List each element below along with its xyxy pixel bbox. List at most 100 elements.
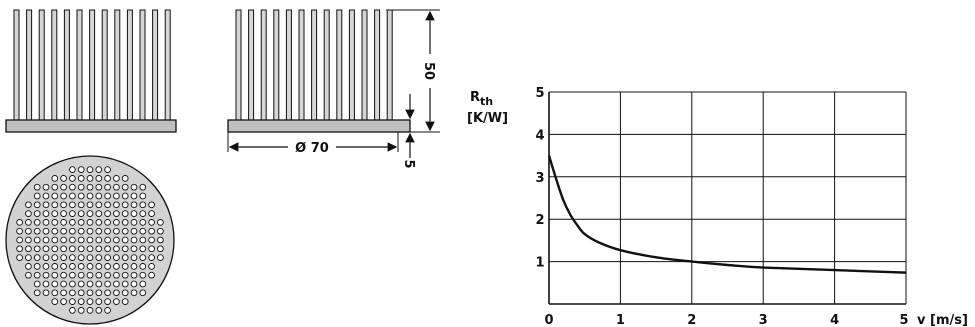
pin-hole — [95, 183, 103, 191]
pin-hole — [86, 227, 94, 235]
pin-hole — [113, 219, 120, 226]
pin-hole — [42, 254, 50, 261]
pin-hole — [113, 280, 120, 288]
pin-hole — [51, 271, 59, 279]
pin-hole — [77, 210, 85, 217]
pin-hole — [86, 245, 94, 253]
pin-hole — [60, 298, 67, 305]
pin-hole — [139, 219, 147, 226]
pin-hole — [16, 236, 23, 244]
pin-hole — [121, 219, 129, 226]
pin-fin — [63, 9, 70, 121]
heatsink-base-left — [5, 119, 177, 133]
pin-hole — [104, 245, 111, 253]
pin-fin — [386, 9, 393, 121]
pin-hole — [139, 236, 147, 244]
pin-hole — [77, 201, 85, 209]
pin-hole — [157, 227, 164, 235]
pin-hole — [148, 210, 155, 217]
pin-hole — [77, 245, 85, 253]
pin-hole — [104, 307, 111, 314]
pin-hole — [121, 192, 129, 200]
pin-fin — [76, 9, 83, 121]
x-tick-labels: 0 1 2 3 4 — [544, 313, 839, 327]
pin-hole — [77, 166, 85, 173]
pin-hole — [51, 219, 59, 226]
pin-hole — [25, 219, 32, 226]
pin-fin — [38, 9, 45, 121]
pin-hole — [113, 245, 120, 253]
pin-hole — [33, 192, 41, 200]
pin-hole — [113, 298, 120, 305]
x-tick-label: 3 — [759, 313, 768, 327]
pin-hole — [139, 227, 147, 235]
pin-hole — [69, 271, 76, 279]
pin-hole — [69, 298, 76, 305]
pin-hole — [121, 271, 129, 279]
pin-hole — [51, 298, 59, 305]
pin-fins-left — [13, 9, 171, 121]
pin-hole — [95, 227, 103, 235]
pin-hole — [86, 280, 94, 288]
y-axis-unit: [K/W] — [467, 111, 508, 126]
pin-hole — [139, 192, 147, 200]
pin-hole — [51, 236, 59, 244]
pin-hole — [77, 183, 85, 191]
pin-hole — [104, 227, 111, 235]
pin-hole — [104, 254, 111, 261]
y-axis-label-sub: th — [480, 95, 493, 108]
pin-hole — [51, 263, 59, 270]
pin-hole — [130, 227, 138, 235]
y-tick-label: 1 — [535, 256, 544, 271]
pin-hole — [33, 271, 41, 279]
pin-hole — [33, 219, 41, 226]
pin-hole — [95, 210, 103, 217]
pin-hole — [148, 227, 155, 235]
pin-hole — [157, 219, 164, 226]
y-tick-label: 5 — [535, 86, 544, 101]
pin-hole — [51, 254, 59, 261]
pin-hole — [77, 289, 85, 297]
pin-hole — [95, 219, 103, 226]
pin-fin — [336, 9, 343, 121]
pin-hole — [86, 263, 94, 270]
pin-hole — [139, 210, 147, 217]
heatsink-side-view-left — [5, 9, 177, 133]
y-axis-label: Rth — [470, 90, 493, 108]
pin-hole — [130, 210, 138, 217]
pin-hole — [33, 245, 41, 253]
pin-hole — [60, 254, 67, 261]
pin-hole — [51, 280, 59, 288]
pin-hole — [113, 289, 120, 297]
pin-hole — [77, 175, 85, 182]
pin-hole — [42, 192, 50, 200]
pin-hole — [139, 271, 147, 279]
pin-fin — [13, 9, 20, 121]
pin-hole — [95, 245, 103, 253]
pin-hole — [121, 175, 129, 182]
x-axis-label: v [m/s] — [917, 313, 968, 327]
pin-hole — [69, 210, 76, 217]
pin-hole — [42, 201, 50, 209]
pin-hole — [25, 210, 32, 217]
pin-hole — [104, 201, 111, 209]
chart-grid — [548, 91, 907, 305]
pin-hole — [69, 254, 76, 261]
diameter-label: Ø 70 — [295, 141, 329, 156]
pin-hole — [25, 201, 32, 209]
pin-hole — [86, 210, 94, 217]
pin-hole — [148, 271, 155, 279]
pin-hole — [95, 192, 103, 200]
pin-hole — [16, 254, 23, 261]
pin-hole — [121, 280, 129, 288]
pin-fin — [285, 9, 292, 121]
pin-hole — [95, 236, 103, 244]
pin-hole — [157, 245, 164, 253]
pin-hole — [86, 183, 94, 191]
pin-hole — [33, 236, 41, 244]
pin-hole — [130, 192, 138, 200]
pin-fin — [361, 9, 368, 121]
pin-hole — [113, 254, 120, 261]
pin-hole — [86, 289, 94, 297]
pin-hole — [69, 183, 76, 191]
